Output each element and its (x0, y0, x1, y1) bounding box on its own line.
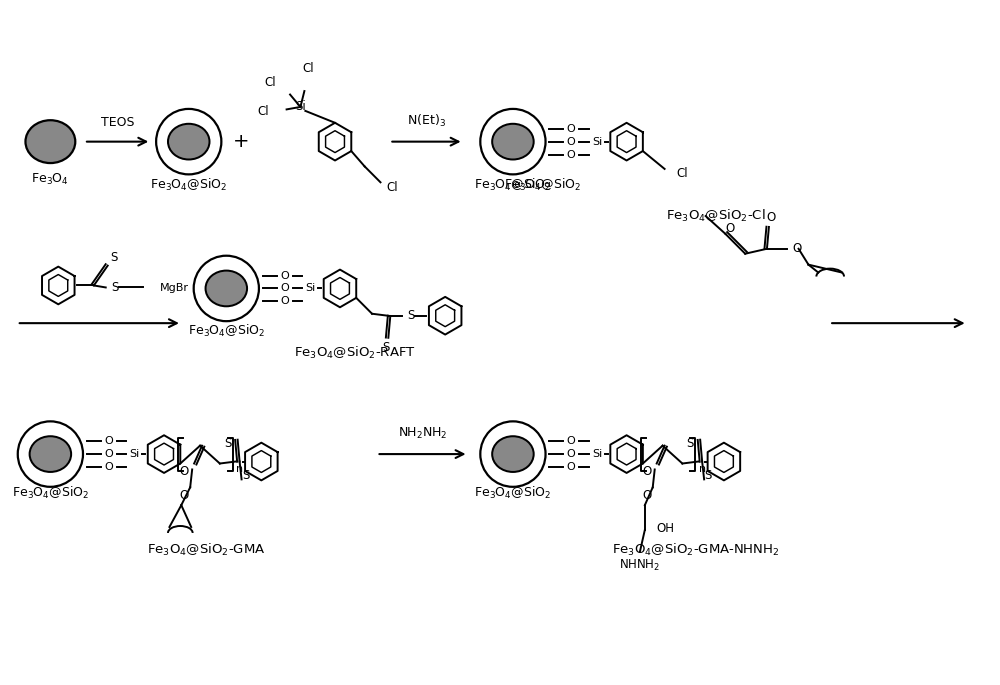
Text: O: O (180, 489, 189, 501)
Text: TEOS: TEOS (101, 116, 134, 129)
Text: O: O (567, 136, 576, 147)
Text: O: O (180, 465, 189, 478)
Text: O: O (104, 449, 113, 459)
Text: n: n (699, 464, 706, 475)
Circle shape (480, 421, 546, 487)
Text: N(Et)$_3$: N(Et)$_3$ (407, 112, 446, 129)
Text: MgBr: MgBr (160, 284, 189, 293)
Text: NHNH$_2$: NHNH$_2$ (619, 558, 660, 573)
Text: n: n (236, 464, 243, 475)
Ellipse shape (30, 436, 71, 472)
Text: S: S (408, 309, 415, 322)
Text: Si: Si (592, 449, 602, 459)
Text: S: S (242, 469, 249, 482)
Ellipse shape (168, 124, 210, 160)
Text: Cl: Cl (676, 167, 688, 180)
Text: O: O (567, 149, 576, 160)
Text: O: O (567, 449, 576, 459)
Ellipse shape (25, 121, 75, 163)
Text: O: O (280, 271, 289, 281)
Text: O: O (104, 462, 113, 472)
Text: O: O (642, 489, 651, 501)
Text: Fe$_3$O$_4$@SiO$_2$: Fe$_3$O$_4$@SiO$_2$ (504, 177, 581, 193)
Circle shape (480, 109, 546, 175)
Text: Si: Si (305, 284, 315, 293)
Text: Cl: Cl (257, 105, 269, 119)
Text: Cl: Cl (303, 62, 314, 75)
Text: Si: Si (129, 449, 140, 459)
Circle shape (18, 421, 83, 487)
Text: O: O (567, 124, 576, 134)
Text: Fe$_3$O$_4$@SiO$_2$: Fe$_3$O$_4$@SiO$_2$ (474, 177, 552, 193)
Text: O: O (567, 436, 576, 446)
Text: +: + (233, 132, 249, 151)
Circle shape (156, 109, 221, 175)
Text: Fe$_3$O$_4$@SiO$_2$-Cl: Fe$_3$O$_4$@SiO$_2$-Cl (666, 208, 765, 224)
Circle shape (194, 256, 259, 321)
Text: Fe$_3$O$_4$@SiO$_2$: Fe$_3$O$_4$@SiO$_2$ (474, 485, 552, 501)
Text: Fe$_3$O$_4$: Fe$_3$O$_4$ (31, 172, 69, 187)
Text: Fe$_3$O$_4$@SiO$_2$-GMA-NHNH$_2$: Fe$_3$O$_4$@SiO$_2$-GMA-NHNH$_2$ (612, 543, 779, 558)
Text: O: O (280, 284, 289, 293)
Text: Fe$_3$O$_4$@SiO$_2$: Fe$_3$O$_4$@SiO$_2$ (188, 323, 265, 339)
Ellipse shape (492, 124, 534, 160)
Text: O: O (104, 436, 113, 446)
Text: S: S (687, 437, 694, 450)
Ellipse shape (492, 436, 534, 472)
Text: Cl: Cl (387, 181, 398, 194)
Text: O: O (642, 465, 651, 478)
Text: Fe$_3$O$_4$@SiO$_2$-RAFT: Fe$_3$O$_4$@SiO$_2$-RAFT (294, 345, 416, 361)
Text: S: S (110, 251, 117, 264)
Text: NH$_2$NH$_2$: NH$_2$NH$_2$ (398, 426, 447, 441)
Text: S: S (112, 281, 119, 294)
Text: S: S (382, 341, 390, 354)
Text: O: O (280, 297, 289, 306)
Text: O: O (567, 462, 576, 472)
Text: OH: OH (657, 523, 675, 536)
Text: O: O (726, 223, 735, 236)
Text: O: O (766, 210, 776, 223)
Ellipse shape (206, 271, 247, 306)
Text: Si: Si (295, 101, 306, 114)
Text: Fe$_3$O$_4$@SiO$_2$: Fe$_3$O$_4$@SiO$_2$ (12, 485, 89, 501)
Text: Fe$_3$O$_4$@SiO$_2$-GMA: Fe$_3$O$_4$@SiO$_2$-GMA (147, 543, 266, 558)
Text: S: S (704, 469, 712, 482)
Text: S: S (224, 437, 231, 450)
Text: O: O (793, 242, 802, 256)
Text: Fe$_3$O$_4$@SiO$_2$: Fe$_3$O$_4$@SiO$_2$ (150, 177, 227, 193)
Text: Cl: Cl (264, 75, 276, 88)
Text: Si: Si (592, 136, 602, 147)
